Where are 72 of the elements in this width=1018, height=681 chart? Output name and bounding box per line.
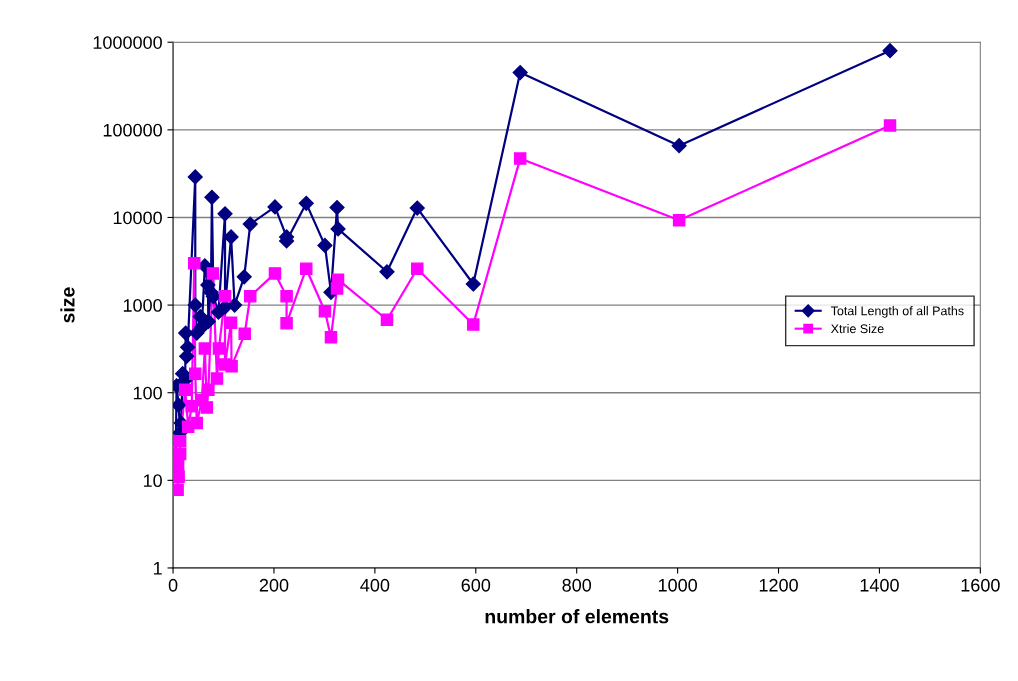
point <box>513 152 527 165</box>
point <box>202 383 215 397</box>
point <box>882 43 898 59</box>
y-tick-label: 100000 <box>103 123 162 137</box>
x-tick-label: 1600 <box>961 578 1000 592</box>
point <box>331 273 345 286</box>
legend-label: Total Length of all Paths <box>830 306 964 318</box>
y-tick-label: 1000 <box>123 299 162 312</box>
point <box>411 262 424 275</box>
point <box>409 200 425 216</box>
x-tick-label: 200 <box>259 578 289 592</box>
point <box>204 189 220 205</box>
point <box>200 401 214 414</box>
point <box>242 216 258 232</box>
point <box>218 290 232 303</box>
point <box>672 213 686 227</box>
point <box>324 330 338 344</box>
point <box>173 447 187 461</box>
point <box>173 470 185 483</box>
point <box>217 206 233 222</box>
point <box>467 318 480 331</box>
y-tick-label: 10000 <box>113 211 162 225</box>
x-tick-label: 1000 <box>658 578 697 592</box>
point <box>224 316 238 329</box>
point <box>330 221 346 237</box>
point <box>238 327 251 341</box>
legend-label: Xtrie Size <box>830 323 884 334</box>
point <box>298 195 314 211</box>
point <box>173 397 187 413</box>
point <box>187 297 203 313</box>
point <box>210 372 224 385</box>
point <box>189 367 202 380</box>
point <box>185 400 198 413</box>
x-tick-label: 600 <box>461 578 491 592</box>
point <box>180 339 196 355</box>
point <box>206 267 220 280</box>
point <box>318 305 332 318</box>
point <box>379 264 395 280</box>
point <box>883 119 897 132</box>
point <box>267 199 283 215</box>
point <box>268 267 282 280</box>
x-axis-title: number of elements <box>485 609 669 624</box>
point <box>236 269 252 285</box>
x-tick-label: 800 <box>562 578 592 592</box>
point <box>212 342 226 355</box>
point <box>173 434 187 448</box>
point <box>244 290 257 303</box>
x-tick-label: 1400 <box>860 578 899 592</box>
y-axis-title: size <box>60 287 75 323</box>
y-tick-label: 10 <box>143 474 162 488</box>
point <box>280 290 293 303</box>
x-tick-label: 0 <box>168 578 178 592</box>
point <box>187 169 203 185</box>
point <box>380 313 394 327</box>
point <box>178 383 192 397</box>
y-tick-label: 1 <box>153 562 162 575</box>
point <box>512 65 528 81</box>
point <box>280 317 293 330</box>
y-tick-label: 100 <box>133 386 162 400</box>
point <box>190 416 204 430</box>
point <box>188 257 201 270</box>
point <box>300 262 313 275</box>
point <box>225 360 238 373</box>
x-tick-label: 1200 <box>759 578 798 592</box>
point <box>227 297 243 313</box>
x-tick-label: 400 <box>360 578 390 592</box>
y-tick-label: 1000000 <box>93 36 162 49</box>
point <box>317 237 333 253</box>
point <box>671 138 687 154</box>
point <box>198 342 212 355</box>
point <box>465 276 481 292</box>
point <box>329 199 345 216</box>
